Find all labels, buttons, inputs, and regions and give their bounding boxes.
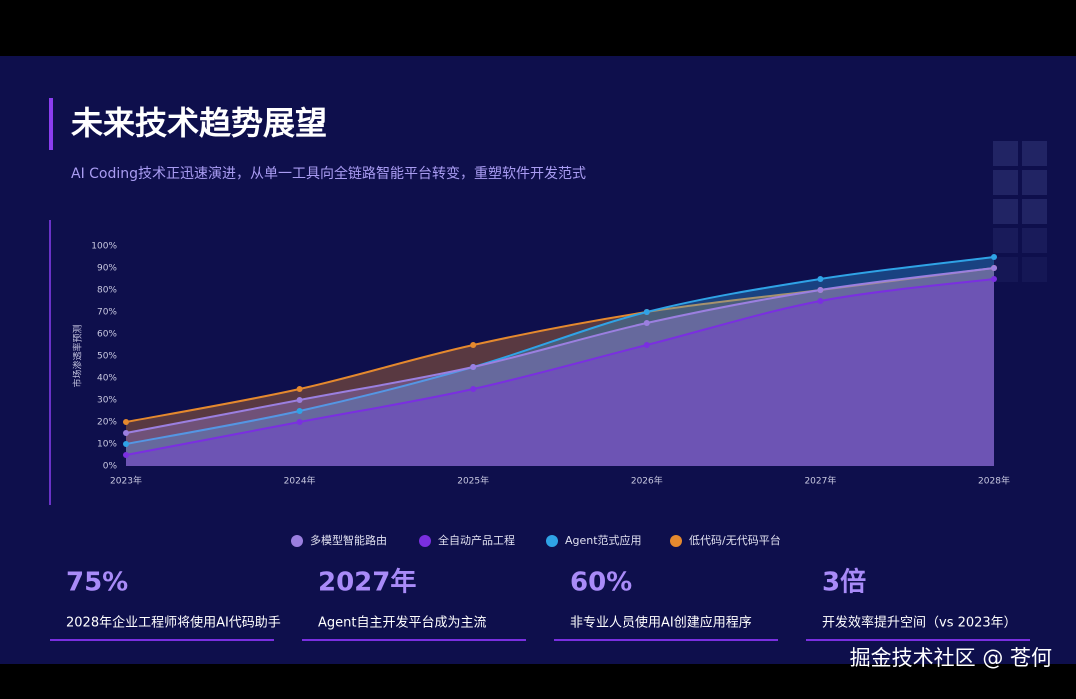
stat-underline [554, 639, 778, 641]
y-tick-label: 30% [97, 396, 117, 406]
stat-value: 2027年 [318, 567, 416, 598]
x-tick-label: 2028年 [978, 475, 1010, 487]
point [470, 364, 477, 370]
y-axis-label: 市场渗透率预测 [72, 324, 84, 387]
watermark: 掘金技术社区 @ 苍何 [850, 646, 1052, 670]
point [817, 276, 824, 282]
y-tick-label: 20% [97, 418, 117, 428]
point [123, 430, 129, 436]
point [817, 298, 824, 304]
stat-text: 2028年企业工程师将使用AI代码助手 [66, 615, 281, 631]
x-tick-label: 2026年 [631, 475, 663, 487]
stat-text: 非专业人员使用AI创建应用程序 [570, 615, 752, 631]
x-tick-label: 2025年 [457, 475, 489, 487]
y-tick-label: 80% [97, 286, 117, 296]
line [125, 278, 995, 456]
y-tick-label: 10% [97, 440, 117, 450]
point [991, 276, 997, 282]
title-accent [49, 98, 53, 150]
plot [123, 254, 997, 466]
stat-underline [806, 639, 1030, 641]
legend-swatch [546, 535, 558, 547]
point [991, 265, 997, 271]
y-tick-label: 0% [103, 462, 118, 472]
point [643, 309, 650, 315]
point [296, 386, 303, 392]
point [123, 419, 129, 425]
point [817, 287, 824, 293]
point [123, 452, 129, 458]
x-tick-label: 2024年 [284, 475, 316, 487]
y-tick-label: 70% [97, 308, 117, 318]
area [126, 279, 994, 466]
x-tick-label: 2027年 [804, 475, 836, 487]
point [123, 441, 129, 447]
x-tick-label: 2023年 [110, 475, 142, 487]
point [643, 320, 650, 326]
point [296, 397, 303, 403]
stat-text: 开发效率提升空间（vs 2023年） [822, 615, 1017, 631]
y-tick-label: 100% [91, 242, 117, 252]
point [643, 342, 650, 348]
stat-value: 3倍 [822, 567, 866, 598]
line [125, 256, 995, 445]
decor [993, 141, 1047, 282]
legend-label: Agent范式应用 [565, 533, 642, 547]
slide-bg [0, 56, 1076, 664]
legend-swatch [291, 535, 303, 547]
stat-text: Agent自主开发平台成为主流 [318, 615, 486, 631]
y-tick-label: 40% [97, 374, 117, 384]
chart-accent [49, 220, 51, 505]
point [470, 386, 477, 392]
stat-value: 60% [570, 568, 632, 598]
y-tick-label: 60% [97, 330, 117, 340]
point [296, 408, 303, 414]
legend-label: 多模型智能路由 [310, 533, 387, 547]
legend-swatch [419, 535, 431, 547]
y-tick-label: 50% [97, 352, 117, 362]
y-tick-label: 90% [97, 264, 117, 274]
legend-label: 全自动产品工程 [438, 533, 515, 547]
legend-label: 低代码/无代码平台 [689, 533, 781, 547]
point [991, 254, 997, 260]
line [125, 267, 995, 434]
point [470, 342, 477, 348]
subtitle: AI Coding技术正迅速演进，从单一工具向全链路智能平台转变，重塑软件开发范… [71, 165, 586, 182]
legend-swatch [670, 535, 682, 547]
point [296, 419, 303, 425]
stat-underline [50, 639, 274, 641]
stat-value: 75% [66, 568, 128, 598]
stat-underline [302, 639, 526, 641]
title: 未来技术趋势展望 [71, 104, 327, 142]
